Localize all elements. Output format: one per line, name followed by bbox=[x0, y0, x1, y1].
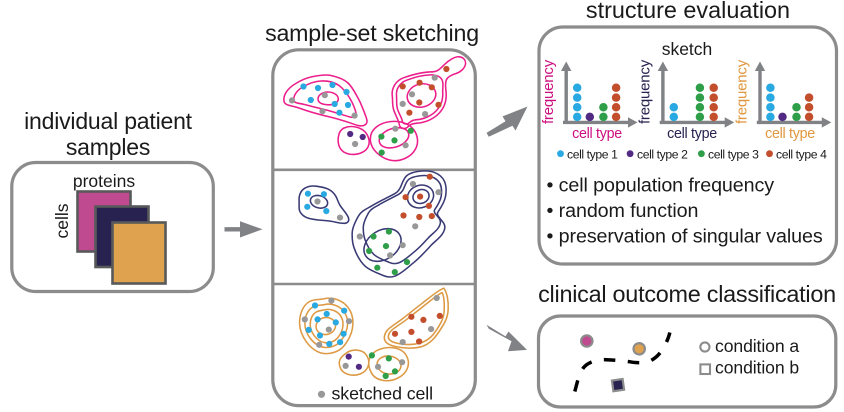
svg-text:clinical outcome classificatio: clinical outcome classification bbox=[538, 281, 836, 307]
svg-text:sample-set sketching: sample-set sketching bbox=[265, 20, 479, 46]
svg-text:cell type: cell type bbox=[572, 126, 622, 142]
svg-text:frequency: frequency bbox=[540, 59, 557, 124]
svg-text:• random function: • random function bbox=[547, 200, 699, 222]
svg-text:cell type 1: cell type 1 bbox=[567, 147, 618, 161]
svg-text:• cell population frequency: • cell population frequency bbox=[547, 174, 775, 196]
svg-text:condition a: condition a bbox=[715, 336, 799, 356]
svg-text:condition b: condition b bbox=[715, 358, 799, 378]
svg-text:proteins: proteins bbox=[73, 171, 136, 191]
svg-text:cell type: cell type bbox=[765, 126, 815, 142]
svg-text:samples: samples bbox=[66, 134, 150, 160]
svg-text:structure evaluation: structure evaluation bbox=[586, 0, 790, 23]
svg-text:individual patient: individual patient bbox=[24, 108, 193, 134]
svg-text:sketched cell: sketched cell bbox=[332, 384, 434, 404]
svg-text:• preservation of singular val: • preservation of singular values bbox=[547, 226, 823, 248]
svg-text:frequency: frequency bbox=[734, 59, 751, 124]
svg-text:sketch: sketch bbox=[662, 39, 713, 59]
svg-text:frequency: frequency bbox=[637, 59, 654, 124]
svg-text:cell type 4: cell type 4 bbox=[776, 147, 827, 161]
svg-text:cells: cells bbox=[52, 203, 72, 238]
svg-text:cell type 2: cell type 2 bbox=[637, 147, 688, 161]
svg-text:cell type: cell type bbox=[667, 126, 717, 142]
svg-text:cell type 3: cell type 3 bbox=[708, 147, 759, 161]
